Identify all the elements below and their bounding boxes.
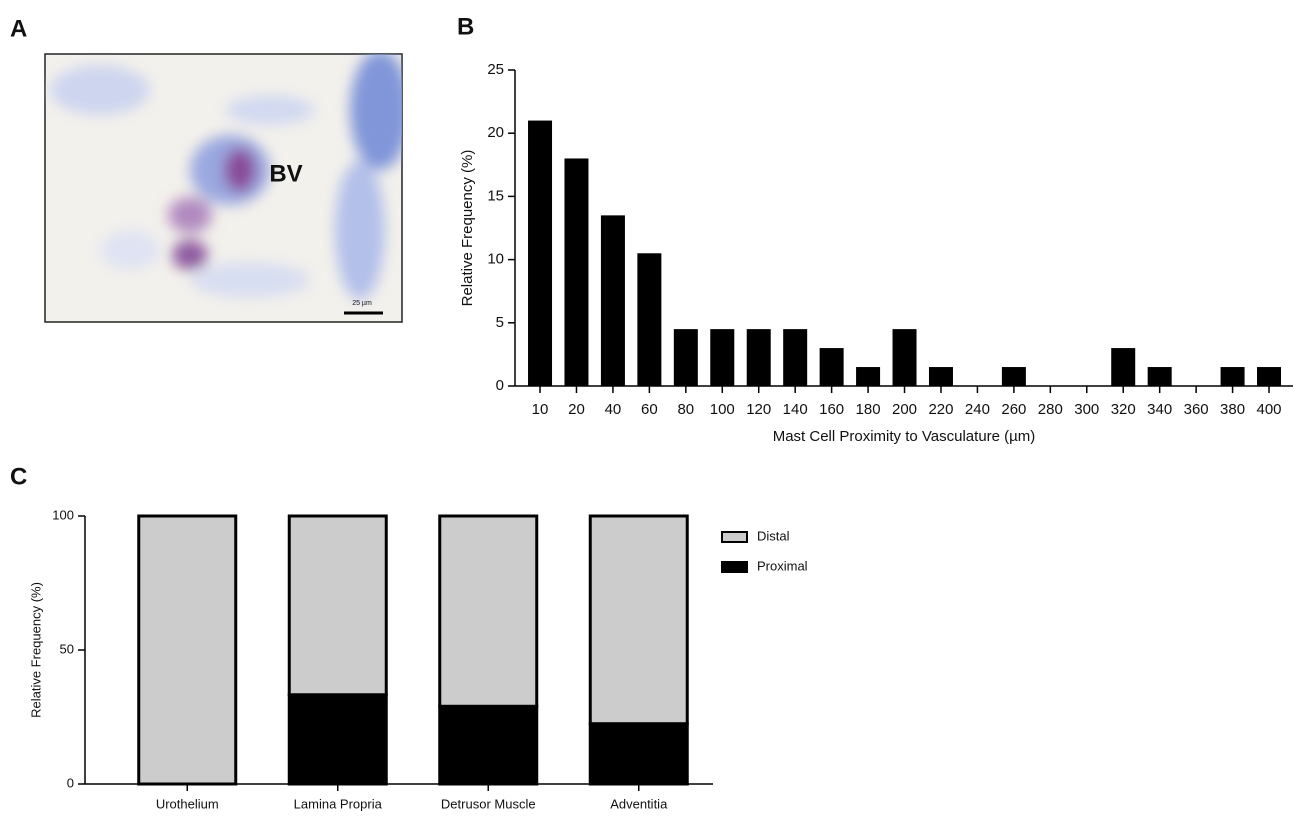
x-tick-label: 260 bbox=[1001, 401, 1026, 418]
x-tick-label: 300 bbox=[1074, 401, 1099, 418]
x-tick-label: 280 bbox=[1038, 401, 1063, 418]
x-tick-label: 80 bbox=[677, 401, 694, 418]
legend-swatch bbox=[722, 562, 747, 572]
y-tick-label: 10 bbox=[487, 251, 504, 268]
bar-segment bbox=[590, 516, 687, 724]
figure: A B C BV 25 µm 0 5 10 15 20 25 Relative Freque… bbox=[0, 0, 1295, 826]
y-tick-label: 0 bbox=[67, 775, 74, 790]
micrograph: BV 25 µm bbox=[45, 50, 410, 322]
x-tick-label: 100 bbox=[710, 401, 735, 418]
bar bbox=[929, 367, 953, 386]
x-tick-label: 240 bbox=[965, 401, 990, 418]
bar bbox=[856, 367, 880, 386]
x-tick-label: 140 bbox=[783, 401, 808, 418]
bar-segment bbox=[440, 706, 537, 784]
bar bbox=[1111, 348, 1135, 386]
x-tick-label: 40 bbox=[605, 401, 622, 418]
x-tick-label: 200 bbox=[892, 401, 917, 418]
legend-label: Proximal bbox=[757, 558, 808, 573]
x-tick-label: Adventitia bbox=[610, 796, 668, 811]
bar bbox=[747, 329, 771, 386]
y-tick-label: 0 bbox=[496, 377, 504, 394]
y-tick-label: 50 bbox=[60, 641, 74, 656]
y-tick-label: 25 bbox=[487, 61, 504, 78]
x-tick-label: 340 bbox=[1147, 401, 1172, 418]
bar-segment bbox=[139, 516, 236, 784]
x-tick-label: 360 bbox=[1184, 401, 1209, 418]
bar-segment bbox=[289, 516, 386, 695]
panel-label: B bbox=[457, 13, 474, 40]
x-tick-label: Urothelium bbox=[156, 796, 219, 811]
bar bbox=[564, 158, 588, 386]
bar bbox=[528, 121, 552, 386]
bar bbox=[1148, 367, 1172, 386]
x-tick-label: 10 bbox=[532, 401, 549, 418]
panel-label: A bbox=[10, 15, 27, 42]
x-tick-label: 400 bbox=[1257, 401, 1282, 418]
x-tick-label: 20 bbox=[568, 401, 585, 418]
bar-segment bbox=[440, 516, 537, 706]
bar bbox=[820, 348, 844, 386]
x-tick-label: Detrusor Muscle bbox=[441, 796, 536, 811]
panel-label: C bbox=[10, 463, 27, 490]
bar bbox=[710, 329, 734, 386]
bar-segment bbox=[289, 695, 386, 784]
x-tick-label: 320 bbox=[1111, 401, 1136, 418]
x-tick-label: Lamina Propria bbox=[294, 796, 383, 811]
y-axis-title: Relative Frequency (%) bbox=[28, 582, 43, 718]
bar bbox=[1002, 367, 1026, 386]
y-tick-label: 20 bbox=[487, 124, 504, 141]
x-tick-label: 120 bbox=[746, 401, 771, 418]
bar bbox=[674, 329, 698, 386]
y-tick-label: 100 bbox=[52, 507, 74, 522]
scale-bar-label: 25 µm bbox=[352, 300, 372, 307]
x-tick-label: 220 bbox=[928, 401, 953, 418]
x-axis-title: Mast Cell Proximity to Vasculature (µm) bbox=[773, 428, 1036, 445]
bar bbox=[601, 215, 625, 386]
bar-segment bbox=[590, 724, 687, 784]
bar bbox=[893, 329, 917, 386]
bar bbox=[1257, 367, 1281, 386]
bar bbox=[783, 329, 807, 386]
y-axis-title: Relative Frequency (%) bbox=[459, 150, 476, 307]
y-tick-label: 15 bbox=[487, 187, 504, 204]
legend-label: Distal bbox=[757, 528, 790, 543]
image-label: BV bbox=[269, 160, 302, 187]
x-tick-label: 60 bbox=[641, 401, 658, 418]
x-tick-label: 380 bbox=[1220, 401, 1245, 418]
legend-swatch bbox=[722, 532, 747, 542]
bar bbox=[1221, 367, 1245, 386]
bar bbox=[637, 253, 661, 386]
x-tick-label: 160 bbox=[819, 401, 844, 418]
x-tick-label: 180 bbox=[856, 401, 881, 418]
y-tick-label: 5 bbox=[496, 314, 504, 331]
